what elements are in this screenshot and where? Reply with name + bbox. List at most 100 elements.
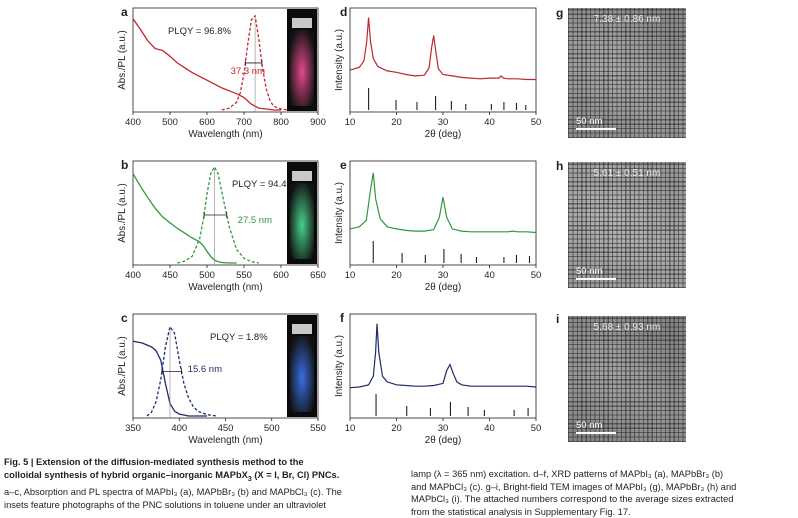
panel-letter-a: a — [121, 5, 128, 19]
series-b-pl — [177, 165, 259, 264]
axes-box-e — [349, 160, 537, 266]
panel-letter-e: e — [340, 158, 347, 172]
x-tick-label-d-4: 50 — [531, 117, 542, 128]
panel-letter-d: d — [340, 5, 347, 19]
series-c-pl — [146, 325, 217, 417]
tem-image-i: 5.68 ± 0.93 nm 50 nm — [568, 316, 686, 442]
scale-bar-h: 50 nm — [576, 266, 624, 280]
xrd-pattern-f — [349, 323, 537, 389]
x-tick-label-e-1: 20 — [391, 270, 402, 281]
panel-letter-f: f — [340, 311, 345, 325]
y-axis-label-c: Abs./PL (a.u.) — [117, 336, 128, 396]
scale-bar-line-h — [576, 278, 616, 280]
x-axis-label-f: 2θ (deg) — [425, 435, 462, 446]
panel-letter-g: g — [556, 6, 564, 20]
x-tick-label-e-3: 40 — [484, 270, 495, 281]
x-tick-label-e-4: 50 — [531, 270, 542, 281]
fwhm-label-b: 27.5 nm — [238, 215, 272, 226]
tem-size-label-i: 5.68 ± 0.93 nm — [593, 322, 661, 333]
x-tick-label-a-3: 700 — [236, 117, 252, 128]
scale-bar-i: 50 nm — [576, 420, 624, 434]
x-tick-label-d-2: 30 — [438, 117, 449, 128]
x-tick-label-c-4: 550 — [310, 423, 326, 434]
x-tick-label-a-2: 600 — [199, 117, 215, 128]
fwhm-label-a: 37.3 nm — [231, 66, 265, 77]
series-c-absorption — [132, 340, 207, 417]
caption-bold-4: (X = I, Br, Cl) PNCs. — [251, 469, 340, 480]
x-tick-label-a-5: 900 — [310, 117, 326, 128]
caption-bold-2: colloidal synthesis of hybrid organic–in… — [4, 469, 248, 480]
y-axis-label-e: Intensity (a.u.) — [334, 182, 345, 244]
x-tick-label-f-0: 10 — [345, 423, 356, 434]
series-a-absorption — [132, 18, 281, 111]
scale-bar-label-h: 50 nm — [576, 266, 603, 277]
x-tick-label-d-3: 40 — [484, 117, 495, 128]
x-axis-label-b: Wavelength (nm) — [188, 282, 262, 293]
caption-right-line-2: and MAPbCl₃ (c). g–i, Bright-field TEM i… — [411, 481, 737, 492]
x-axis-label-e: 2θ (deg) — [425, 282, 462, 293]
x-tick-label-f-4: 50 — [531, 423, 542, 434]
tem-image-h: 5.61 ± 0.51 nm 50 nm — [568, 162, 686, 288]
caption-line-4: insets feature photographs of the PNC so… — [4, 499, 326, 510]
caption-line-3: a–c, Absorption and PL spectra of MAPbI₃… — [4, 487, 342, 498]
inset-vial-a — [290, 30, 314, 106]
y-axis-label-d: Intensity (a.u.) — [334, 29, 345, 91]
x-axis-label-d: 2θ (deg) — [425, 129, 462, 140]
axes-box-b — [132, 160, 319, 266]
x-tick-label-f-3: 40 — [484, 423, 495, 434]
x-tick-label-b-5: 650 — [310, 270, 326, 281]
xrd-pattern-d — [349, 17, 536, 81]
xrd-pattern-e — [349, 172, 537, 234]
fwhm-label-c: 15.6 nm — [188, 364, 222, 375]
x-tick-label-b-1: 450 — [162, 270, 178, 281]
figure-caption-right: lamp (λ = 365 nm) excitation. d–f, XRD p… — [411, 468, 796, 518]
panel-letter-h: h — [556, 159, 564, 173]
y-axis-label-f: Intensity (a.u.) — [334, 335, 345, 397]
tem-size-label-g: 7.38 ± 0.86 nm — [593, 14, 661, 25]
x-axis-label-c: Wavelength (nm) — [188, 435, 262, 446]
x-tick-label-a-0: 400 — [125, 117, 141, 128]
scale-bar-g: 50 nm — [576, 116, 624, 130]
tem-image-g: 7.38 ± 0.86 nm 50 nm — [568, 8, 686, 138]
x-tick-label-c-0: 350 — [125, 423, 141, 434]
inset-vial-c — [290, 336, 314, 412]
y-axis-label-a: Abs./PL (a.u.) — [117, 30, 128, 90]
inset-vial-cap-b — [292, 171, 312, 181]
x-tick-label-b-0: 400 — [125, 270, 141, 281]
plqy-label-b: PLQY = 94.4% — [232, 179, 295, 190]
chart-c-svg: c 350 400 450 500 550 Wavelength (nm) Abs./PL (… — [117, 311, 326, 446]
inset-vial-cap-a — [292, 18, 312, 28]
panel-letter-c: c — [121, 311, 128, 325]
axes-box-d — [349, 7, 537, 113]
x-tick-label-b-3: 550 — [236, 270, 252, 281]
figure-caption-left: Fig. 5 | Extension of the diffusion-medi… — [4, 456, 394, 511]
plqy-label-c: PLQY = 1.8% — [210, 332, 268, 343]
caption-bold-1: Fig. 5 | Extension of the diffusion-medi… — [4, 457, 304, 467]
scale-bar-label-g: 50 nm — [576, 116, 603, 127]
chart-f-svg: f 10 20 30 40 50 2θ (deg) Intensity (a.u.) — [334, 311, 542, 446]
x-tick-label-c-3: 500 — [264, 423, 280, 434]
caption-line-1: Fig. 5 | Extension of the diffusion-medi… — [4, 456, 394, 469]
x-axis-label-a: Wavelength (nm) — [188, 129, 262, 140]
x-tick-label-a-4: 800 — [273, 117, 289, 128]
panel-letter-b: b — [121, 158, 128, 172]
series-a-pl — [221, 14, 289, 111]
x-tick-label-e-2: 30 — [438, 270, 449, 281]
y-axis-label-b: Abs./PL (a.u.) — [117, 183, 128, 243]
caption-right-line-1: lamp (λ = 365 nm) excitation. d–f, XRD p… — [411, 469, 724, 479]
scale-bar-line-i — [576, 432, 616, 434]
x-tick-label-b-4: 600 — [273, 270, 289, 281]
x-tick-label-b-2: 500 — [199, 270, 215, 281]
x-tick-label-d-0: 10 — [345, 117, 356, 128]
series-b-absorption — [132, 173, 237, 264]
caption-line-2: colloidal synthesis of hybrid organic–in… — [4, 469, 394, 486]
scale-bar-label-i: 50 nm — [576, 420, 603, 431]
x-tick-label-c-2: 450 — [218, 423, 234, 434]
scale-bar-line-g — [576, 128, 616, 130]
caption-right-line-4: from the statistical analysis in Supplem… — [411, 506, 631, 517]
chart-b-svg: b 400 450 500 550 600 650 Wavelength (nm) Abs./P… — [117, 158, 326, 293]
tem-size-label-h: 5.61 ± 0.51 nm — [593, 168, 661, 179]
x-tick-label-d-1: 20 — [391, 117, 402, 128]
inset-vial-b — [290, 183, 314, 259]
panel-letter-i: i — [556, 312, 560, 326]
